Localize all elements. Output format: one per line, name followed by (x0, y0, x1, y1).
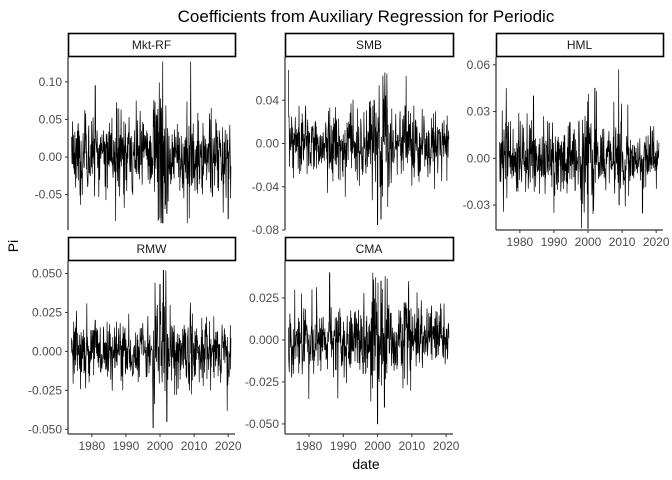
facet-panel: CMA -0.050 -0.025 0.000 0.025 1980 1990 2000 201… (245, 236, 460, 453)
x-tick-label: 1980 (507, 235, 534, 249)
facet-panel: HML -0.03 0.00 0.03 0.06 1980 1990 2000 2010 2020 (463, 32, 670, 249)
y-tick-label: -0.025 (245, 375, 279, 389)
y-tick-label: 0.00 (467, 151, 491, 165)
y-tick-label: 0.03 (467, 105, 491, 119)
y-tick-label: 0.025 (32, 305, 62, 319)
facet-strip-label: RMW (137, 242, 168, 256)
y-axis-title: Pi (5, 240, 21, 252)
x-tick-label: 2020 (643, 235, 670, 249)
facet-strip (67, 236, 237, 262)
y-tick-label: 0.05 (39, 112, 63, 126)
x-tick-label: 2010 (181, 439, 208, 453)
x-tick-label: 2000 (575, 235, 602, 249)
facet-strip-label: CMA (356, 242, 383, 256)
facet-strip (284, 236, 455, 262)
x-tick-label: 2020 (433, 439, 460, 453)
y-tick-label: 0.00 (256, 137, 280, 151)
y-tick-label: 0.000 (32, 344, 62, 358)
y-tick-label: -0.05 (35, 188, 63, 202)
facet-strip (67, 32, 237, 58)
y-tick-label: 0.04 (256, 93, 280, 107)
y-tick-label: 0.00 (39, 150, 63, 164)
x-axis-title: date (352, 456, 379, 472)
series-line (288, 272, 450, 425)
x-tick-label: 2010 (399, 439, 426, 453)
facet-strip-label: SMB (356, 38, 382, 52)
y-tick-label: -0.050 (245, 417, 279, 431)
series-line (288, 69, 450, 225)
x-tick-label: 2000 (364, 439, 391, 453)
x-tick-label: 2020 (215, 439, 242, 453)
facet-strip-label: HML (567, 38, 593, 52)
x-tick-label: 1990 (113, 439, 140, 453)
facet-panel: SMB -0.08 -0.04 0.00 0.04 (252, 32, 455, 237)
x-tick-label: 1990 (330, 439, 357, 453)
facet-strip (284, 32, 455, 58)
y-tick-label: 0.06 (467, 58, 491, 72)
facet-strip (495, 32, 665, 58)
facet-strip-label: Mkt-RF (132, 38, 171, 52)
y-tick-label: 0.10 (39, 75, 63, 89)
series-line (499, 69, 660, 229)
x-tick-label: 1980 (296, 439, 323, 453)
facet-panel: RMW -0.050 -0.025 0.000 0.025 0.050 1980 1990 20… (28, 236, 242, 453)
facet-panels: Mkt-RF -0.05 0.00 0.05 0.10 SMB -0.08 -0.04 0.00… (28, 32, 670, 453)
chart-title: Coefficients from Auxiliary Regression f… (178, 7, 555, 26)
y-tick-label: -0.04 (252, 180, 280, 194)
y-tick-label: -0.08 (252, 223, 280, 237)
x-tick-label: 2010 (609, 235, 636, 249)
y-tick-label: -0.050 (28, 422, 62, 436)
y-tick-label: -0.025 (28, 383, 62, 397)
series-line (71, 270, 232, 429)
y-tick-label: 0.000 (249, 333, 279, 347)
y-tick-label: 0.025 (249, 291, 279, 305)
series-line (71, 61, 232, 224)
x-tick-label: 1980 (79, 439, 106, 453)
x-tick-label: 2000 (147, 439, 174, 453)
facet-panel: Mkt-RF -0.05 0.00 0.05 0.10 (35, 32, 237, 230)
y-tick-label: 0.050 (32, 266, 62, 280)
y-tick-label: -0.03 (463, 198, 491, 212)
x-tick-label: 1990 (541, 235, 568, 249)
